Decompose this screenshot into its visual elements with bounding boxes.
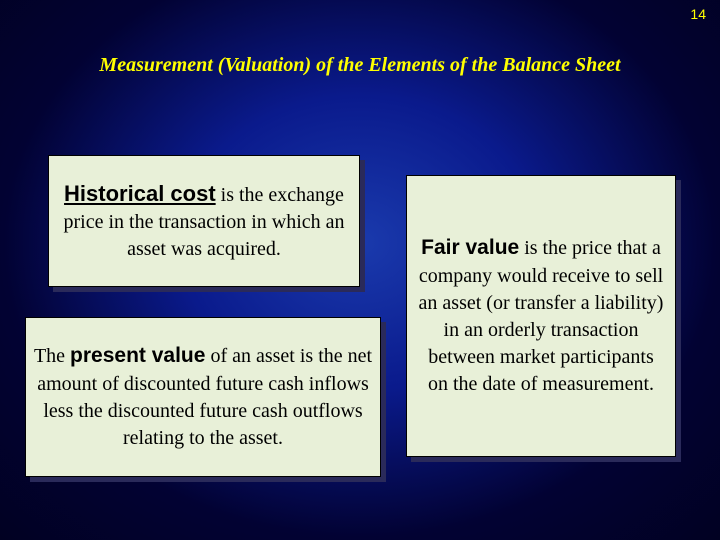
page-number: 14 [690, 6, 706, 22]
historical-cost-box: Historical cost is the exchange price in… [48, 155, 360, 287]
present-value-text: The present value of an asset is the net… [32, 342, 374, 451]
historical-cost-text: Historical cost is the exchange price in… [59, 179, 349, 263]
historical-cost-key: Historical cost [64, 181, 216, 206]
page-title: Measurement (Valuation) of the Elements … [0, 54, 720, 77]
fair-value-key: Fair value [421, 236, 519, 259]
fair-value-box: Fair value is the price that a company w… [406, 175, 676, 457]
present-value-key: present value [70, 344, 205, 367]
fair-value-text: Fair value is the price that a company w… [417, 234, 665, 397]
present-value-pre: The [34, 345, 70, 367]
present-value-box: The present value of an asset is the net… [25, 317, 381, 477]
fair-value-rest: is the price that a company would receiv… [419, 237, 664, 394]
